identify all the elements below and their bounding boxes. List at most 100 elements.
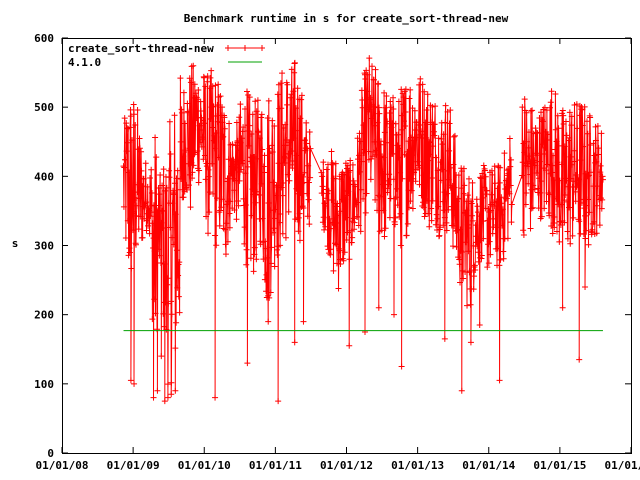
- data-point: [237, 101, 244, 108]
- data-point: [567, 153, 574, 160]
- data-point: [159, 182, 166, 189]
- data-point: [135, 226, 142, 233]
- data-point: [207, 74, 214, 81]
- data-point: [595, 145, 602, 152]
- axis-ticks: 0 100 200 300 400 500 600 01/01/08 01/01/09 01/01…: [34, 32, 640, 472]
- data-point: [566, 109, 573, 116]
- data-point: [587, 114, 594, 121]
- data-point: [374, 207, 381, 214]
- data-point: [127, 106, 134, 113]
- data-point: [350, 177, 357, 184]
- data-point: [280, 125, 287, 132]
- data-point: [131, 194, 138, 201]
- data-point: [383, 139, 390, 146]
- data-point: [411, 107, 418, 114]
- data-point: [434, 215, 441, 222]
- data-point: [323, 195, 330, 202]
- data-point: [445, 206, 452, 213]
- data-point: [139, 183, 146, 190]
- data-point: [122, 156, 129, 163]
- data-point: [282, 121, 289, 128]
- data-point: [522, 201, 529, 208]
- data-point: [594, 202, 601, 209]
- data-point: [392, 120, 399, 127]
- data-point: [520, 140, 527, 147]
- data-point: [180, 153, 187, 160]
- data-point: [425, 157, 432, 164]
- data-point: [290, 135, 297, 142]
- data-point: [598, 205, 605, 212]
- data-point: [349, 161, 356, 168]
- data-point: [127, 124, 134, 131]
- data-point: [289, 165, 296, 172]
- data-point: [507, 182, 514, 189]
- data-point: [528, 205, 535, 212]
- data-point: [297, 189, 304, 196]
- data-point: [437, 159, 444, 166]
- data-point: [351, 226, 358, 233]
- data-point: [259, 146, 266, 153]
- data-point: [397, 210, 404, 217]
- data-point: [360, 122, 367, 129]
- data-point: [291, 339, 298, 346]
- data-point: [395, 154, 402, 161]
- data-point: [298, 96, 305, 103]
- data-point: [217, 93, 224, 100]
- data-point: [252, 98, 259, 105]
- data-point: [217, 207, 224, 214]
- data-point: [478, 252, 485, 259]
- data-point: [421, 88, 428, 95]
- data-point: [376, 110, 383, 117]
- data-point: [212, 232, 219, 239]
- data-point: [322, 223, 329, 230]
- data-point: [464, 192, 471, 199]
- data-point: [172, 387, 179, 394]
- data-point: [175, 293, 182, 300]
- data-point: [551, 214, 558, 221]
- data-point: [570, 214, 577, 221]
- data-point: [254, 188, 261, 195]
- data-point: [144, 183, 151, 190]
- data-point: [373, 147, 380, 154]
- data-point: [525, 144, 532, 151]
- data-point: [570, 178, 577, 185]
- data-point: [564, 235, 571, 242]
- data-point: [178, 109, 185, 116]
- data-point: [344, 229, 351, 236]
- data-point: [279, 192, 286, 199]
- data-point: [580, 143, 587, 150]
- data-point: [127, 377, 134, 384]
- data-point: [238, 166, 245, 173]
- data-point: [255, 129, 262, 136]
- data-point: [564, 198, 571, 205]
- data-point: [274, 91, 281, 98]
- data-point: [407, 198, 414, 205]
- data-point: [220, 133, 227, 140]
- data-point: [390, 105, 397, 112]
- x-tick-label: 01/01/13: [391, 459, 444, 472]
- data-point: [240, 195, 247, 202]
- data-point: [453, 243, 460, 250]
- data-point: [575, 176, 582, 183]
- data-point: [396, 145, 403, 152]
- data-point: [195, 86, 202, 93]
- data-point: [458, 387, 465, 394]
- data-point: [576, 112, 583, 119]
- data-point: [371, 138, 378, 145]
- data-point: [171, 112, 178, 119]
- data-point: [223, 201, 230, 208]
- data-point: [270, 225, 277, 232]
- data-point: [508, 201, 515, 208]
- data-point: [223, 220, 230, 227]
- data-point: [572, 188, 579, 195]
- data-point: [167, 224, 174, 231]
- data-point: [403, 232, 410, 239]
- data-point: [267, 207, 274, 214]
- data-point: [195, 179, 202, 186]
- data-point: [435, 203, 442, 210]
- data-point: [303, 140, 310, 147]
- data-point: [213, 129, 220, 136]
- plot-frame: [62, 38, 632, 454]
- data-point: [163, 326, 170, 333]
- data-point: [498, 200, 505, 207]
